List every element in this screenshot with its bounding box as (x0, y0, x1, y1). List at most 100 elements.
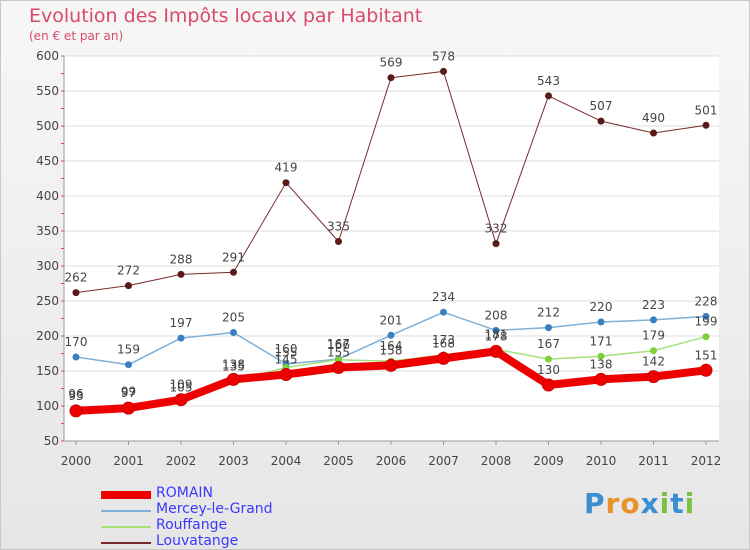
x-tick-label: 2006 (376, 454, 407, 468)
chart-subtitle: (en € et par an) (29, 29, 124, 43)
y-tick-label: 100 (36, 399, 59, 413)
data-label-louvatange: 272 (117, 264, 140, 278)
data-label-mercey-le-grand: 228 (695, 294, 718, 308)
legend-item: Mercey-le-Grand (101, 501, 401, 519)
data-point-romain (332, 361, 345, 374)
data-label-romain: 151 (695, 348, 718, 362)
data-label-mercey-le-grand: 170 (65, 335, 88, 349)
data-point-louvatange (545, 92, 552, 100)
data-point-mercey-le-grand (177, 334, 185, 342)
x-tick-label: 2008 (481, 454, 512, 468)
data-point-mercey-le-grand (597, 318, 605, 326)
data-point-mercey-le-grand (230, 329, 237, 336)
data-point-rouffange (702, 333, 710, 341)
data-label-mercey-le-grand: 212 (537, 306, 560, 320)
data-label-mercey-le-grand: 220 (590, 300, 613, 314)
data-point-romain (594, 372, 608, 386)
data-point-romain (69, 404, 83, 418)
data-label-louvatange: 332 (485, 222, 508, 236)
chart-title: Evolution des Impôts locaux par Habitant (29, 5, 423, 27)
data-label-rouffange: 155 (275, 346, 298, 360)
legend-label: Louvatange (156, 533, 239, 549)
x-tick-label: 2009 (533, 454, 564, 468)
data-label-louvatange: 262 (65, 271, 88, 285)
data-point-louvatange (702, 121, 710, 129)
plot-area (64, 56, 719, 441)
data-label-mercey-le-grand: 159 (117, 343, 140, 357)
data-point-mercey-le-grand (72, 353, 80, 361)
legend-item: Louvatange (101, 533, 401, 549)
y-tick-label: 450 (36, 154, 59, 168)
data-label-rouffange: 167 (537, 337, 560, 351)
data-point-louvatange (492, 240, 500, 248)
data-label-rouffange: 105 (170, 381, 193, 395)
data-point-mercey-le-grand (650, 316, 657, 324)
y-tick-label: 500 (36, 119, 59, 133)
data-label-romain: 178 (485, 329, 508, 343)
data-label-romain: 109 (170, 378, 193, 392)
data-point-louvatange (282, 179, 290, 187)
data-label-louvatange: 578 (432, 49, 455, 63)
legend-label: Rouffange (156, 517, 228, 533)
data-point-mercey-le-grand (702, 312, 710, 320)
brand-logo: Proxiti (584, 487, 695, 520)
legend-item: ROMAIN (101, 485, 401, 503)
data-label-louvatange: 543 (537, 74, 560, 88)
y-tick-label: 350 (36, 224, 59, 238)
x-tick-label: 2003 (218, 454, 249, 468)
data-label-mercey-le-grand: 208 (485, 308, 508, 322)
data-label-rouffange: 164 (380, 339, 403, 353)
data-label-louvatange: 507 (590, 99, 613, 113)
data-label-romain: 138 (222, 357, 245, 371)
legend-label: Mercey-le-Grand (156, 501, 273, 517)
data-label-rouffange: 173 (432, 333, 455, 347)
data-label-rouffange: 99 (121, 385, 136, 399)
y-tick-label: 600 (36, 49, 59, 63)
brand-letter: o (620, 487, 641, 520)
x-tick-label: 2011 (638, 454, 669, 468)
y-tick-label: 550 (36, 84, 59, 98)
data-label-romain: 130 (537, 363, 560, 377)
data-point-romain (279, 368, 293, 381)
y-tick-label: 300 (36, 259, 59, 273)
data-point-rouffange (545, 355, 552, 363)
brand-letter: P (584, 487, 606, 520)
brand-letter: r (605, 487, 621, 520)
data-label-mercey-le-grand: 234 (432, 290, 455, 304)
data-point-romain (174, 393, 188, 407)
data-point-louvatange (650, 129, 657, 137)
data-point-romain (122, 401, 135, 415)
data-label-louvatange: 569 (380, 56, 403, 70)
data-label-louvatange: 490 (642, 111, 665, 125)
data-point-louvatange (230, 268, 237, 276)
data-point-louvatange (177, 270, 185, 278)
brand-letter: x (640, 487, 660, 520)
data-label-rouffange: 199 (695, 315, 718, 329)
data-label-romain: 138 (590, 357, 613, 371)
x-tick-label: 2000 (61, 454, 92, 468)
data-label-louvatange: 291 (222, 250, 245, 264)
data-point-mercey-le-grand (440, 308, 447, 316)
brand-letter: t (670, 487, 685, 520)
data-label-louvatange: 501 (695, 103, 718, 117)
legend-swatch (101, 491, 151, 499)
data-point-romain (542, 378, 555, 392)
data-label-romain: 142 (642, 355, 665, 369)
data-point-louvatange (125, 282, 132, 290)
legend-label: ROMAIN (156, 485, 214, 501)
data-point-louvatange (597, 117, 605, 125)
data-point-mercey-le-grand (492, 326, 500, 334)
y-tick-label: 200 (36, 329, 59, 343)
y-tick-label: 50 (44, 434, 59, 448)
data-point-romain (437, 351, 450, 365)
x-tick-label: 2004 (271, 454, 302, 468)
data-label-rouffange: 96 (68, 387, 83, 401)
data-label-romain: 93 (68, 389, 83, 403)
x-tick-label: 2002 (166, 454, 197, 468)
y-tick-label: 250 (36, 294, 59, 308)
data-label-rouffange: 179 (642, 329, 665, 343)
legend-item: Rouffange (101, 517, 401, 535)
legend: ROMAIN Mercey-le-Grand Rouffange Louvatange (101, 485, 401, 549)
